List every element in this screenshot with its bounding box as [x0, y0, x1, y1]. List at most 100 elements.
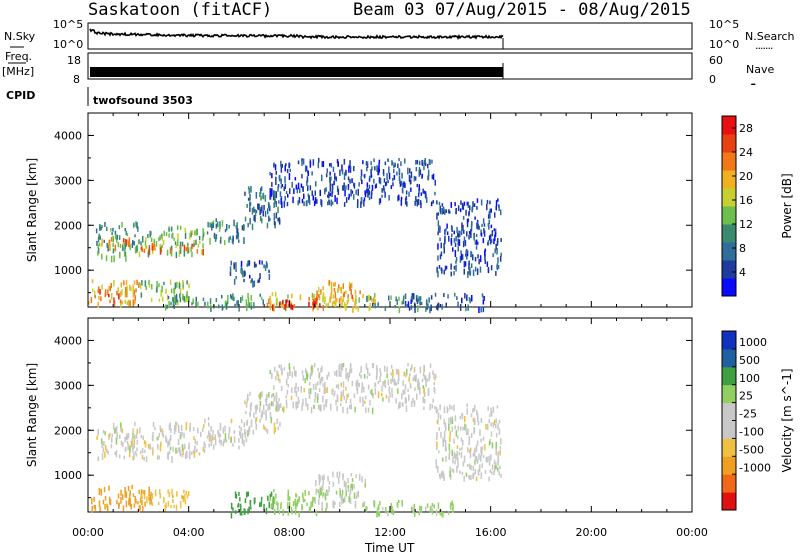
heatmap-cell: [342, 389, 345, 397]
heatmap-cell: [462, 240, 465, 248]
heatmap-cell: [136, 279, 138, 286]
heatmap-cell: [185, 297, 188, 303]
heatmap-cell: [450, 237, 453, 244]
heatmap-cell: [369, 296, 372, 301]
heatmap-cell: [335, 384, 338, 388]
colorbar-frame: [721, 115, 737, 297]
heatmap-cell: [404, 397, 407, 404]
heatmap-cell: [241, 295, 244, 302]
heatmap-cell: [98, 296, 100, 300]
heatmap-cell: [433, 504, 435, 509]
heatmap-cell: [431, 174, 434, 180]
heatmap-cell: [299, 188, 301, 193]
colorbar-swatch: [722, 438, 736, 457]
heatmap-cell: [419, 296, 422, 301]
heatmap-cell: [148, 496, 150, 501]
heatmap-cell: [379, 198, 382, 204]
heatmap-cell: [122, 505, 125, 512]
heatmap-cell: [192, 427, 195, 431]
heatmap-cell: [364, 483, 366, 488]
heatmap-cell: [497, 459, 499, 464]
heatmap-cell: [317, 306, 319, 311]
heatmap-cell: [318, 296, 321, 301]
heatmap-cell: [129, 243, 131, 251]
heatmap-cell: [164, 505, 166, 512]
heatmap-cell: [169, 279, 172, 285]
heatmap-cell: [226, 300, 229, 304]
heatmap-cell: [275, 493, 277, 499]
heatmap-cell: [240, 511, 243, 516]
heatmap-cell: [215, 223, 218, 229]
heatmap-cell: [404, 158, 406, 164]
heatmap-cell: [443, 406, 446, 414]
heatmap-cell: [236, 227, 238, 234]
heatmap-cell: [459, 208, 462, 213]
heatmap-cell: [138, 239, 140, 245]
heatmap-cell: [330, 288, 333, 295]
heatmap-cell: [169, 446, 172, 451]
heatmap-cell: [362, 293, 364, 299]
heatmap-cell: [213, 444, 215, 450]
heatmap-cell: [270, 503, 272, 510]
heatmap-cell: [322, 285, 324, 291]
heatmap-cell: [111, 232, 113, 236]
heatmap-cell: [262, 210, 264, 217]
heatmap-cell: [254, 209, 256, 213]
colorbar-tick-label: -1000: [739, 461, 771, 474]
heatmap-cell: [93, 496, 95, 502]
heatmap-cell: [429, 306, 431, 314]
heatmap-cell: [265, 398, 267, 403]
heatmap-cell: [341, 302, 343, 307]
heatmap-cell: [109, 244, 111, 251]
heatmap-cell: [246, 430, 249, 434]
heatmap-cell: [196, 441, 198, 446]
heatmap-cell: [135, 288, 137, 293]
heatmap-cell: [101, 238, 103, 246]
heatmap-cell: [485, 424, 487, 430]
heatmap-cell: [147, 251, 150, 258]
heatmap-cell: [440, 251, 443, 257]
heatmap-cell: [420, 301, 423, 306]
heatmap-cell: [369, 400, 371, 406]
heatmap-cell: [459, 415, 462, 420]
heatmap-cell: [338, 477, 340, 484]
x-tick-label: 00:00: [676, 526, 708, 539]
heatmap-cell: [261, 218, 263, 224]
heatmap-cell: [406, 201, 408, 207]
heatmap-cell: [129, 300, 131, 307]
heatmap-cell: [313, 299, 315, 305]
heatmap-cell: [476, 268, 479, 275]
heatmap-cell: [303, 193, 305, 200]
heatmap-cell: [249, 500, 251, 505]
heatmap-cell: [291, 181, 293, 188]
heatmap-cell: [384, 384, 387, 389]
heatmap-cell: [229, 272, 232, 276]
heatmap-cell: [267, 495, 269, 502]
heatmap-cell: [166, 249, 169, 256]
heatmap-cell: [468, 441, 470, 446]
heatmap-cell: [125, 436, 127, 441]
heatmap-cell: [102, 442, 104, 446]
heatmap-cell: [360, 201, 362, 208]
heatmap-cell: [266, 393, 268, 400]
heatmap-cell: [233, 296, 235, 301]
heatmap-cell: [347, 183, 350, 188]
heatmap-cell: [345, 290, 347, 294]
heatmap-cell: [384, 161, 387, 166]
heatmap-cell: [250, 186, 252, 193]
heatmap-cell: [98, 500, 101, 507]
heatmap-cell: [255, 417, 258, 422]
heatmap-cell: [95, 228, 98, 234]
heatmap-cell: [182, 495, 184, 500]
heatmap-cell: [398, 197, 400, 201]
heatmap-cell: [342, 293, 345, 297]
heatmap-cell: [323, 300, 326, 305]
heatmap-cell: [297, 402, 299, 408]
heatmap-cell: [249, 274, 251, 279]
nave-tick-top: 60: [709, 54, 723, 67]
heatmap-cell: [123, 280, 125, 286]
heatmap-cell: [143, 248, 146, 253]
heatmap-cell: [348, 197, 350, 201]
heatmap-cell: [383, 178, 386, 183]
heatmap-cell: [498, 428, 501, 435]
